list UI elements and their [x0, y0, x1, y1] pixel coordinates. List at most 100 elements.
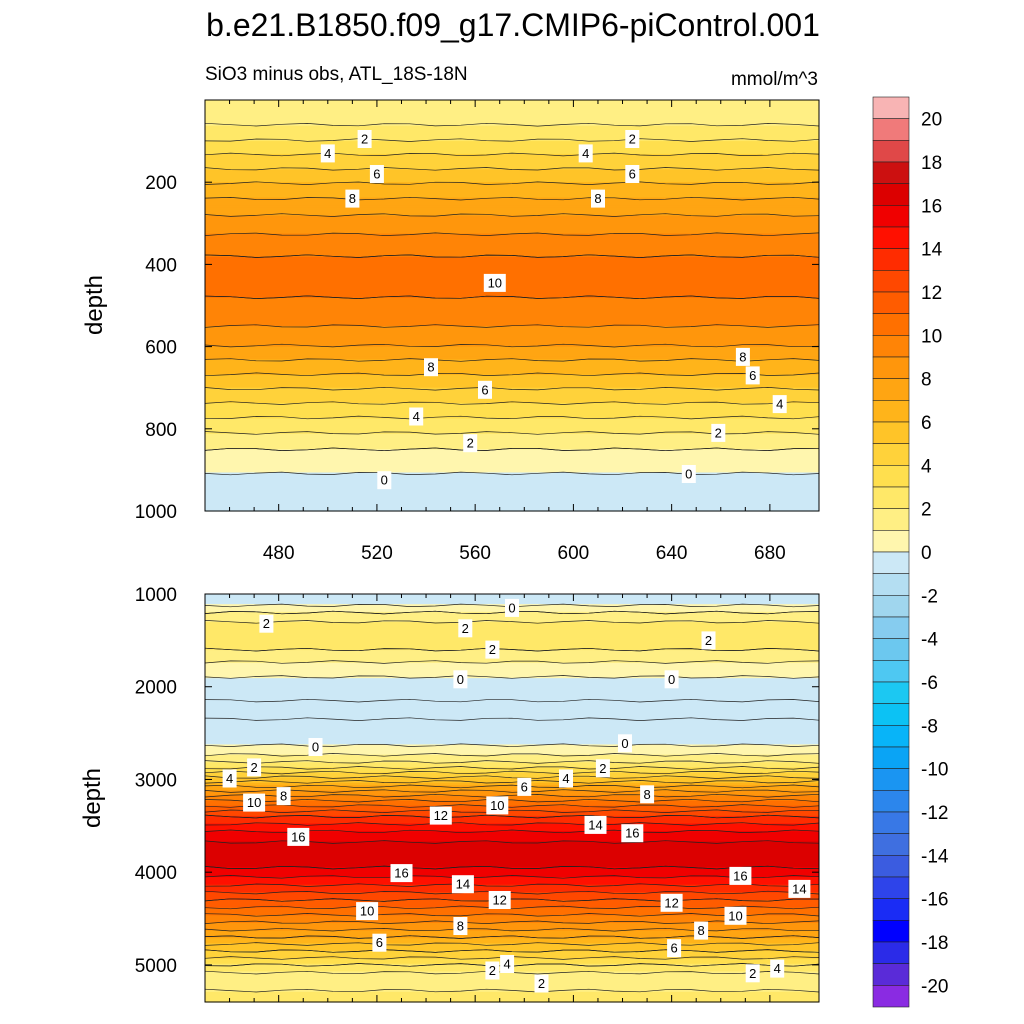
- contour-line: [204, 447, 820, 452]
- contour-line: [204, 343, 820, 348]
- contour-band: [205, 922, 819, 927]
- contour-band: [205, 297, 819, 301]
- contour-band: [205, 331, 819, 335]
- svg-text:6: 6: [373, 167, 380, 182]
- contour-band: [205, 320, 819, 325]
- contour-band: [205, 287, 819, 291]
- contour-band: [205, 642, 819, 646]
- contour-band: [205, 973, 819, 978]
- contour-label: 14: [584, 815, 607, 834]
- contour-label: 2: [625, 130, 640, 148]
- contour-band: [205, 808, 819, 812]
- contour-band: [205, 202, 819, 206]
- contour-line: [204, 122, 820, 127]
- contour-band: [205, 831, 819, 835]
- contour-line: [204, 920, 820, 925]
- svg-text:8: 8: [427, 360, 434, 375]
- contour-band: [205, 308, 819, 312]
- contour-band: [205, 403, 819, 407]
- colorbar-label: 18: [921, 153, 942, 174]
- upper-panel-frame: [204, 99, 820, 512]
- colorbar-box: [872, 898, 910, 921]
- contour-label: 2: [485, 961, 500, 980]
- contour-band: [205, 882, 819, 886]
- contour-band: [205, 439, 819, 443]
- contour-label: 16: [390, 864, 413, 883]
- contour-label: 8: [735, 347, 750, 366]
- contour-line: [204, 905, 820, 910]
- contour-band: [205, 849, 819, 853]
- contour-band: [205, 169, 819, 173]
- contour-band: [205, 670, 819, 674]
- svg-text:10: 10: [490, 798, 504, 813]
- colorbar-label: 0: [921, 543, 932, 564]
- contour-line: [204, 232, 820, 237]
- contour-band: [205, 362, 819, 366]
- contour-label: 6: [372, 933, 387, 952]
- colorbar-box: [872, 270, 910, 293]
- y-tick-label: 3000: [135, 770, 177, 791]
- contour-band: [205, 902, 819, 906]
- colorbar-box: [872, 790, 910, 813]
- contour-band: [205, 744, 819, 748]
- colorbar-box: [872, 248, 910, 271]
- colorbar-box: [872, 985, 910, 1008]
- contour-line: [204, 942, 820, 946]
- y-tick-label: 2000: [135, 678, 177, 699]
- svg-text:0: 0: [312, 740, 319, 755]
- contour-band: [205, 143, 819, 147]
- contour-band: [205, 166, 819, 170]
- contour-band: [205, 410, 819, 414]
- colorbar-label: 14: [921, 240, 943, 261]
- contour-band: [205, 382, 819, 386]
- contour-label: 6: [625, 165, 640, 183]
- colorbar-label: -8: [921, 716, 938, 737]
- colorbar-box: [872, 811, 910, 834]
- contour-band: [205, 415, 819, 420]
- contour-band: [205, 205, 819, 209]
- contour-band: [205, 125, 819, 129]
- contour-band: [205, 338, 819, 343]
- contour-band: [205, 667, 819, 672]
- contour-band: [205, 207, 819, 212]
- contour-band: [205, 869, 819, 873]
- contour-band: [205, 359, 819, 363]
- contour-line: [204, 770, 820, 775]
- contour-band: [205, 156, 819, 160]
- contour-band: [205, 274, 819, 278]
- contour-band: [205, 210, 819, 214]
- contour-line: [204, 717, 820, 721]
- contour-band: [205, 652, 819, 656]
- contour-band: [205, 984, 819, 988]
- contour-band: [205, 233, 819, 237]
- contour-band: [205, 115, 819, 119]
- contour-label: 10: [724, 906, 747, 925]
- contour-band: [205, 688, 819, 692]
- contour-line: [204, 167, 820, 171]
- contour-label: 0: [308, 738, 323, 756]
- contour-label: 10: [243, 793, 266, 812]
- contour-label: 8: [453, 917, 468, 935]
- contour-band: [205, 698, 819, 702]
- colorbar-label: -6: [921, 673, 938, 694]
- contour-band: [205, 341, 819, 345]
- colorbar-box: [872, 768, 910, 791]
- contour-band: [205, 413, 819, 417]
- contour-line: [204, 213, 820, 217]
- contour-line: [204, 196, 820, 201]
- colorbar-box: [872, 855, 910, 878]
- svg-text:0: 0: [685, 467, 692, 482]
- colorbar-box: [872, 486, 910, 509]
- contour-line: [204, 927, 820, 932]
- contour-band: [205, 818, 819, 822]
- contour-label: 6: [517, 777, 532, 796]
- contour-band: [205, 948, 819, 952]
- contour-band: [205, 164, 819, 168]
- contour-band: [205, 467, 819, 471]
- contour-band: [205, 938, 819, 942]
- colorbar-box: [872, 508, 910, 531]
- contour-band: [205, 148, 819, 152]
- contour-label: 8: [345, 189, 360, 208]
- colorbar-box: [872, 681, 910, 704]
